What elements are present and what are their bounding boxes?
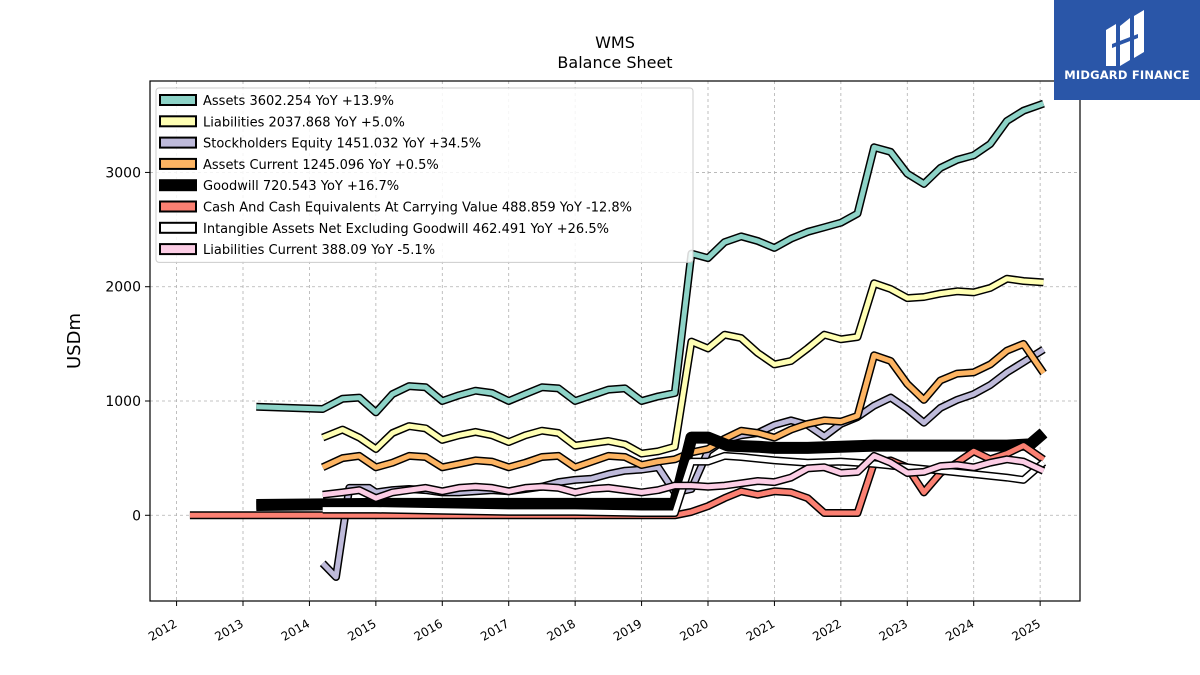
x-tick-label: 2022 [810,616,843,643]
series-liabilities-current [322,451,1046,503]
legend-swatch [159,200,197,213]
series-goodwill [256,428,1048,511]
series-line [322,453,1046,516]
series-assets [256,99,1045,417]
x-tick-label: 2020 [677,616,710,643]
x-tick-label: 2025 [1010,616,1043,643]
x-tick-label: 2013 [212,616,245,643]
x-tick-label: 2021 [744,616,777,643]
legend-entry: Assets 3602.254 YoY +13.9% [203,94,394,109]
series-lines [189,99,1048,581]
legend-swatch [159,136,197,149]
x-tick-label: 2018 [545,616,578,643]
y-tick-label: 0 [132,508,141,524]
x-tick-label: 2023 [877,616,910,643]
legend-swatch [159,179,197,192]
legend-entry: Stockholders Equity 1451.032 YoY +34.5% [203,137,481,152]
legend-entry: Cash And Cash Equivalents At Carrying Va… [203,201,632,216]
legend-swatch [159,94,197,106]
y-tick-label: 1000 [105,394,141,410]
plot-frame [149,80,1081,602]
x-tick-label: 2016 [412,616,445,643]
x-tick-label: 2017 [478,616,511,643]
x-tick-label: 2024 [943,616,976,643]
x-tick-label: 2012 [146,616,179,643]
legend-entry: Goodwill 720.543 YoY +16.7% [203,179,399,194]
y-tick-label: 2000 [105,280,141,296]
legend-entry: Liabilities Current 388.09 YoY -5.1% [203,243,435,258]
x-tick-label: 2015 [345,616,378,643]
legend-swatch [159,243,197,256]
series-line [256,101,1045,415]
chart-subtitle: Balance Sheet [557,53,672,72]
series-liabilities [321,274,1044,458]
legend-swatch [159,115,197,128]
series-line [256,429,1047,510]
logo-brand-text: MIDGARD FINANCE [1064,68,1190,82]
legend-swatch [159,157,197,170]
series-line [322,453,1045,501]
legend: Assets 3602.254 YoY +13.9% Liabilities 20… [155,87,694,263]
midgard-finance-logo: MIDGARD FINANCE [1054,0,1200,100]
midgard-logo-icon [1106,10,1144,66]
x-tick-label: 2014 [279,616,312,643]
x-tick-label: 2019 [611,616,644,643]
series-intangible-assets-net-excluding-goodwill [322,451,1047,517]
legend-swatch [159,221,197,234]
legend-entry: Liabilities 2037.868 YoY +5.0% [203,115,405,130]
y-tick-label: 3000 [105,165,141,181]
legend-box [155,87,694,263]
series-line [321,276,1044,457]
legend-entry: Assets Current 1245.096 YoY +0.5% [203,158,439,173]
y-axis-label: USDm [64,313,85,369]
legend-entry: Intangible Assets Net Excluding Goodwill… [203,222,609,237]
chart-title: WMS [595,33,635,52]
